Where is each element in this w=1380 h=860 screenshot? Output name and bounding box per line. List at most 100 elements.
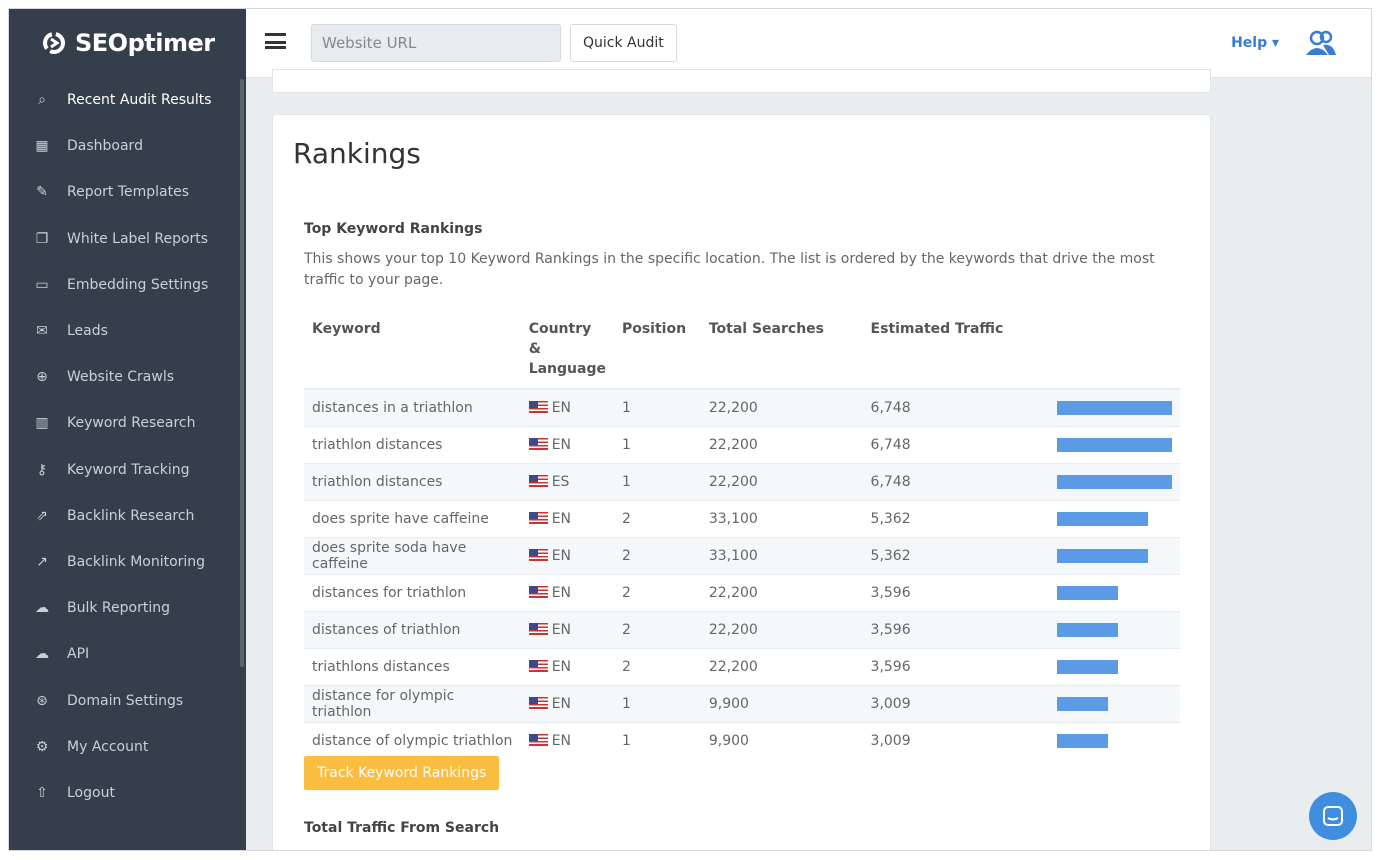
col-estimated-traffic: Estimated Traffic xyxy=(862,311,1049,390)
logout-icon: ⇧ xyxy=(36,784,48,801)
keyword-cell: does sprite have caffeine xyxy=(304,499,521,537)
embedding-settings-icon: ▭ xyxy=(35,276,49,293)
sidebar-item-label: Embedding Settings xyxy=(67,276,209,293)
api-icon: ☁ xyxy=(35,646,49,663)
table-row: triathlon distances ES 1 22,200 6,748 xyxy=(304,462,1180,500)
total-traffic-title: Total Traffic From Search xyxy=(304,820,500,836)
quick-audit-button[interactable]: Quick Audit xyxy=(570,24,677,62)
sidebar-item-label: Logout xyxy=(67,784,115,801)
report-templates-icon: ✎ xyxy=(36,184,48,201)
sidebar-item-api[interactable]: ☁ API xyxy=(9,631,246,677)
country-language-cell: ES xyxy=(520,462,614,500)
us-flag-icon xyxy=(528,474,548,487)
sidebar: SEOptimer ⌕ Recent Audit Results ▦ Dashboar… xyxy=(9,9,246,850)
language-code: EN xyxy=(551,436,572,453)
estimated-traffic-cell: 6,748 xyxy=(862,462,1049,500)
us-flag-icon xyxy=(528,733,548,746)
keyword-cell: distance of olympic triathlon xyxy=(304,721,521,759)
hamburger-menu-icon[interactable] xyxy=(265,33,286,49)
language-code: EN xyxy=(551,658,572,675)
logo[interactable]: SEOptimer xyxy=(9,9,246,77)
country-language-cell: EN xyxy=(520,573,614,611)
traffic-bar-cell xyxy=(1049,684,1180,722)
sidebar-item-report-templates[interactable]: ✎ Report Templates xyxy=(9,169,246,215)
sidebar-item-backlink-research[interactable]: ⇗ Backlink Research xyxy=(9,493,246,539)
chat-launcher-button[interactable] xyxy=(1309,792,1357,840)
traffic-bar xyxy=(1057,400,1172,415)
sidebar-item-label: Domain Settings xyxy=(67,692,184,709)
sidebar-item-embedding-settings[interactable]: ▭ Embedding Settings xyxy=(9,262,246,308)
country-language-cell: EN xyxy=(520,388,614,426)
traffic-bar-cell xyxy=(1049,610,1180,648)
sidebar-item-leads[interactable]: ✉ Leads xyxy=(9,308,246,354)
table-row: distances for triathlon EN 2 22,200 3,59… xyxy=(304,573,1180,611)
keyword-cell: triathlons distances xyxy=(304,647,521,685)
position-cell: 1 xyxy=(613,388,701,426)
section-description: This shows your top 10 Keyword Rankings … xyxy=(304,251,1155,288)
backlink-research-icon: ⇗ xyxy=(36,507,48,524)
sidebar-item-backlink-monitoring[interactable]: ↗ Backlink Monitoring xyxy=(9,539,246,585)
keyword-tracking-icon: ⚷ xyxy=(36,461,48,478)
sidebar-item-my-account[interactable]: ⚙ My Account xyxy=(9,724,246,770)
language-code: EN xyxy=(551,584,572,601)
sidebar-scrollbar[interactable] xyxy=(240,79,244,667)
sidebar-item-label: Bulk Reporting xyxy=(67,600,170,617)
sidebar-item-label: Dashboard xyxy=(67,138,143,155)
traffic-bar-cell xyxy=(1049,647,1180,685)
us-flag-icon xyxy=(528,622,548,635)
sidebar-item-dashboard[interactable]: ▦ Dashboard xyxy=(9,123,246,169)
track-keyword-rankings-button[interactable]: Track Keyword Rankings xyxy=(304,756,500,790)
sidebar-item-label: My Account xyxy=(67,738,149,755)
user-account-icon[interactable] xyxy=(1305,29,1337,57)
sidebar-item-recent-audit-results[interactable]: ⌕ Recent Audit Results xyxy=(9,77,246,123)
col-country-language: Country & Language xyxy=(520,311,614,390)
sidebar-item-logout[interactable]: ⇧ Logout xyxy=(9,770,246,816)
section-title: Top Keyword Rankings xyxy=(304,221,483,237)
table-row: does sprite soda have caffeine EN 2 33,1… xyxy=(304,536,1180,574)
help-dropdown[interactable]: Help ▾ xyxy=(1231,35,1279,51)
website-url-input[interactable]: Website URL xyxy=(311,24,561,62)
estimated-traffic-cell: 3,596 xyxy=(862,573,1049,611)
estimated-traffic-cell: 3,009 xyxy=(862,721,1049,759)
us-flag-icon xyxy=(528,437,548,450)
us-flag-icon xyxy=(528,400,548,413)
sidebar-item-bulk-reporting[interactable]: ☁ Bulk Reporting xyxy=(9,585,246,631)
sidebar-item-keyword-research[interactable]: ▥ Keyword Research xyxy=(9,400,246,446)
sidebar-item-label: Backlink Research xyxy=(67,507,195,524)
us-flag-icon xyxy=(528,548,548,561)
language-code: EN xyxy=(551,547,572,564)
sidebar-item-domain-settings[interactable]: ⊛ Domain Settings xyxy=(9,677,246,723)
table-row: does sprite have caffeine EN 2 33,100 5,… xyxy=(304,499,1180,537)
previous-card xyxy=(272,69,1211,93)
position-cell: 1 xyxy=(613,721,701,759)
estimated-traffic-cell: 6,748 xyxy=(862,388,1049,426)
sidebar-item-website-crawls[interactable]: ⊕ Website Crawls xyxy=(9,354,246,400)
position-cell: 2 xyxy=(613,536,701,574)
rankings-card: Rankings Top Keyword Rankings This shows… xyxy=(272,114,1211,850)
my-account-icon: ⚙ xyxy=(35,738,49,755)
traffic-bar-cell xyxy=(1049,462,1180,500)
sidebar-item-keyword-tracking[interactable]: ⚷ Keyword Tracking xyxy=(9,447,246,493)
table-row: distance of olympic triathlon EN 1 9,900… xyxy=(304,721,1180,759)
top-header: Website URL Quick Audit Help ▾ xyxy=(246,9,1371,78)
keyword-rankings-table: Keyword Country & Language Position Tota… xyxy=(304,311,1180,759)
sidebar-item-label: White Label Reports xyxy=(67,230,209,247)
country-language-cell: EN xyxy=(520,647,614,685)
keyword-cell: distances in a triathlon xyxy=(304,388,521,426)
position-cell: 1 xyxy=(613,684,701,722)
col-total-searches: Total Searches xyxy=(700,311,863,390)
traffic-bar xyxy=(1057,622,1119,637)
sidebar-item-label: Recent Audit Results xyxy=(67,92,212,109)
app-window: SEOptimer ⌕ Recent Audit Results ▦ Dashboar… xyxy=(8,8,1372,851)
sidebar-item-white-label-reports[interactable]: ❐ White Label Reports xyxy=(9,216,246,262)
us-flag-icon xyxy=(528,585,548,598)
country-language-cell: EN xyxy=(520,536,614,574)
estimated-traffic-cell: 3,596 xyxy=(862,610,1049,648)
language-code: EN xyxy=(551,510,572,527)
table-row: triathlons distances EN 2 22,200 3,596 xyxy=(304,647,1180,685)
estimated-traffic-cell: 6,748 xyxy=(862,425,1049,463)
table-row: distances in a triathlon EN 1 22,200 6,7… xyxy=(304,388,1180,426)
estimated-traffic-cell: 5,362 xyxy=(862,536,1049,574)
language-code: EN xyxy=(551,621,572,638)
col-traffic-bar xyxy=(1049,311,1180,390)
